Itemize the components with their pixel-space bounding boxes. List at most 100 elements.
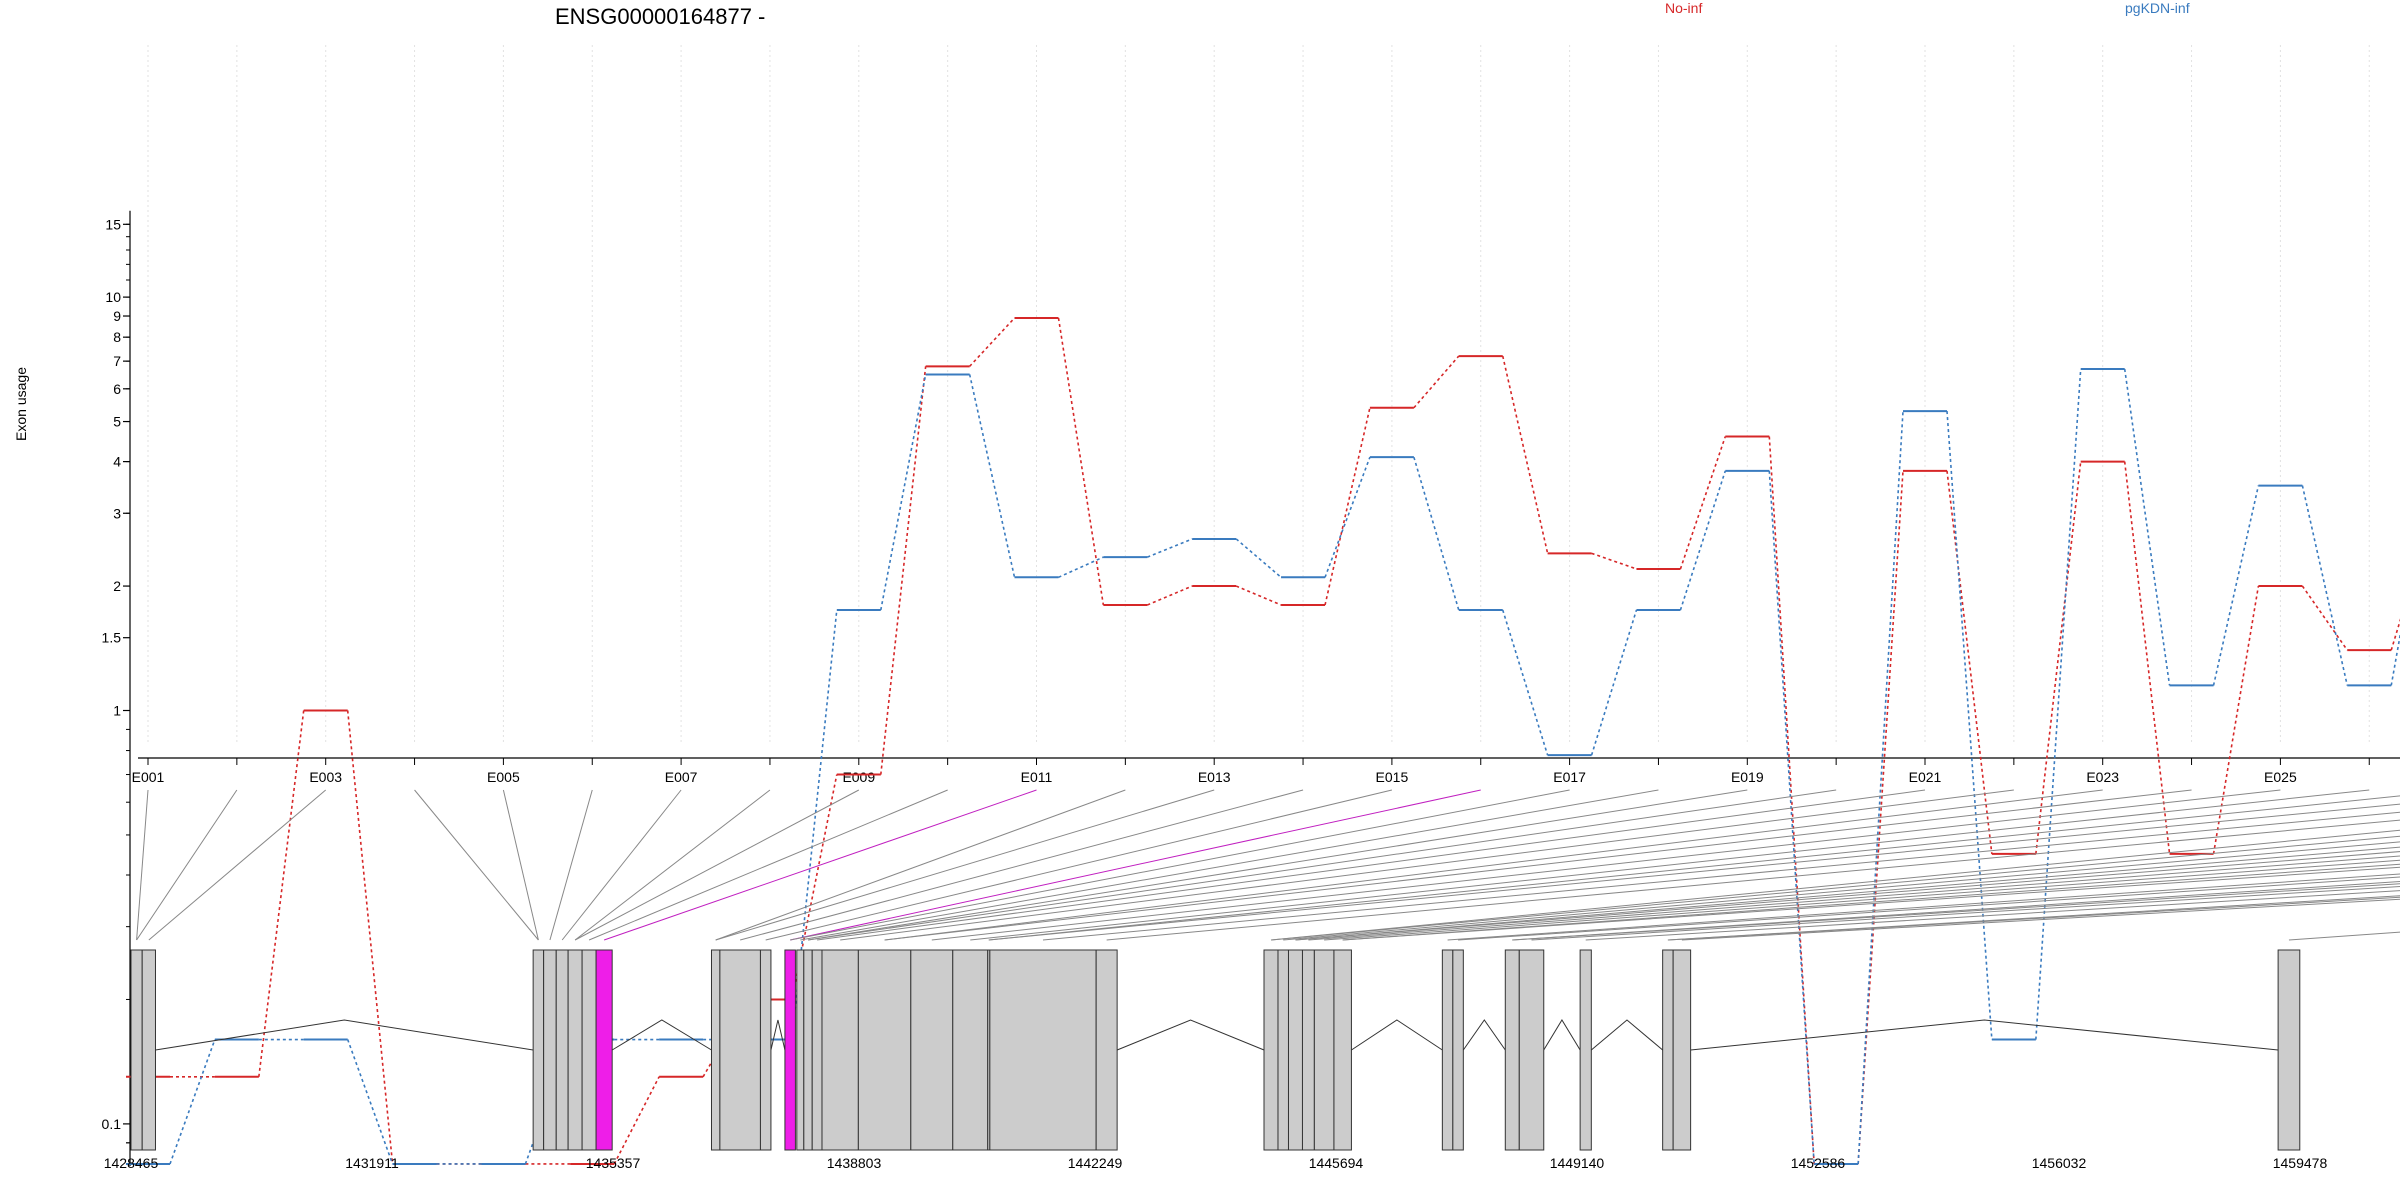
series-connector bbox=[1235, 538, 1282, 578]
exon-connector bbox=[1512, 883, 2400, 941]
exon-connector bbox=[574, 789, 860, 941]
intron-line bbox=[1543, 1019, 1581, 1051]
series-connector bbox=[880, 366, 927, 775]
exon-connector bbox=[148, 789, 327, 941]
intron-line bbox=[1351, 1019, 1443, 1051]
series-pgkdn-inf bbox=[126, 368, 2400, 1165]
series-lines bbox=[126, 317, 2400, 1165]
exon-connector bbox=[715, 789, 1126, 941]
series-connector bbox=[880, 374, 927, 611]
exon-box bbox=[1579, 949, 1592, 1151]
intron-line bbox=[770, 1019, 786, 1051]
series-connector bbox=[1413, 456, 1460, 611]
exon-connector bbox=[931, 789, 2281, 941]
x-tick-label: E011 bbox=[1021, 769, 1053, 785]
series-connector bbox=[2035, 368, 2082, 1040]
exon-box bbox=[784, 949, 796, 1151]
exon-connector bbox=[1681, 898, 2400, 941]
x-tick-label: E019 bbox=[1731, 769, 1764, 785]
exon-box bbox=[543, 949, 557, 1151]
genomic-coordinate-label: 1435357 bbox=[586, 1155, 641, 1171]
series-connector bbox=[1324, 407, 1371, 606]
series-connector bbox=[1324, 456, 1371, 578]
genomic-coordinate-label: 1452586 bbox=[1791, 1155, 1846, 1171]
exon-box bbox=[532, 949, 545, 1151]
series-connector bbox=[2123, 368, 2171, 686]
genomic-coordinate-label: 1438803 bbox=[827, 1155, 882, 1171]
exon-box bbox=[1301, 949, 1315, 1151]
series-connector bbox=[1591, 552, 1637, 570]
series-connector bbox=[1946, 470, 1993, 854]
exon-box bbox=[803, 949, 813, 1151]
series-connector bbox=[1147, 538, 1193, 558]
series-connector bbox=[2301, 585, 2348, 651]
exon-box bbox=[1518, 949, 1545, 1151]
genomic-coordinate-label: 1428465 bbox=[104, 1155, 159, 1171]
exon-box bbox=[1504, 949, 1520, 1151]
exon-connector bbox=[1283, 841, 2400, 941]
y-tick-label: 2 bbox=[113, 578, 121, 594]
series-connector bbox=[1679, 436, 1727, 570]
series-connector bbox=[2301, 485, 2349, 686]
exon-connector bbox=[502, 789, 539, 941]
series-connector bbox=[258, 710, 305, 1077]
exon-box bbox=[796, 949, 805, 1151]
exon-connector bbox=[1531, 886, 2400, 941]
exon-connector-lines bbox=[136, 789, 2400, 941]
exon-connector bbox=[740, 789, 1304, 941]
exon-connector bbox=[765, 789, 1393, 941]
x-tick-label: E013 bbox=[1198, 769, 1231, 785]
exon-connector bbox=[1270, 829, 2400, 941]
series-connector bbox=[1235, 585, 1282, 606]
exon-box bbox=[1333, 949, 1352, 1151]
exon-box bbox=[989, 949, 1097, 1151]
series-connector bbox=[1590, 609, 1638, 756]
genomic-coordinate-label: 1431911 bbox=[345, 1155, 399, 1171]
exon-box bbox=[1313, 949, 1335, 1151]
x-tick-label: E021 bbox=[1909, 769, 1942, 785]
exon-connector bbox=[136, 789, 238, 941]
exon-box bbox=[130, 949, 143, 1151]
series-connector bbox=[1057, 317, 1105, 606]
exon-box bbox=[1277, 949, 1289, 1151]
series-connector bbox=[2212, 585, 2260, 854]
x-tick-label: E007 bbox=[665, 769, 698, 785]
series-connector bbox=[2212, 485, 2260, 686]
series-connector bbox=[968, 374, 1016, 578]
exon-connector bbox=[884, 789, 2192, 941]
x-tick-label: E023 bbox=[2086, 769, 2119, 785]
series-connector bbox=[1413, 355, 1460, 409]
series-connector bbox=[1501, 609, 1549, 756]
series-connector bbox=[1768, 436, 1815, 1165]
series-connector bbox=[1768, 470, 1815, 1165]
y-tick-label: 1 bbox=[113, 703, 121, 719]
exon-connector bbox=[1458, 876, 2400, 941]
exon-connector bbox=[1667, 895, 2400, 941]
exon-connector bbox=[1342, 863, 2400, 941]
series-connector bbox=[2390, 618, 2400, 651]
intron-line bbox=[1116, 1019, 1265, 1051]
exon-connector bbox=[1042, 811, 2400, 941]
exon-connector bbox=[988, 795, 2400, 941]
exon-box bbox=[710, 949, 721, 1151]
intron-line bbox=[1590, 1019, 1663, 1051]
exon-box bbox=[719, 949, 761, 1151]
y-tick-label: 10 bbox=[105, 289, 121, 305]
exon-box bbox=[910, 949, 954, 1151]
genomic-coordinate-label: 1456032 bbox=[2032, 1155, 2087, 1171]
exon-box bbox=[759, 949, 772, 1151]
exon-box bbox=[821, 949, 859, 1151]
exon-connector bbox=[884, 789, 2103, 941]
exon-connector bbox=[1270, 835, 2400, 941]
exon-connector bbox=[603, 789, 1037, 941]
x-axis: E001 E003 E005 E007 E009 E011 E013 E015 E017 E019… bbox=[132, 757, 2400, 785]
series-connector bbox=[1147, 585, 1193, 606]
y-tick-label: 3 bbox=[113, 505, 121, 521]
series-connector bbox=[2390, 631, 2400, 686]
exon-box bbox=[1441, 949, 1454, 1151]
intron-line bbox=[1690, 1019, 2279, 1051]
x-tick-label: E025 bbox=[2264, 769, 2297, 785]
series-connector bbox=[1946, 411, 1993, 1040]
intron-line bbox=[1462, 1019, 1506, 1051]
